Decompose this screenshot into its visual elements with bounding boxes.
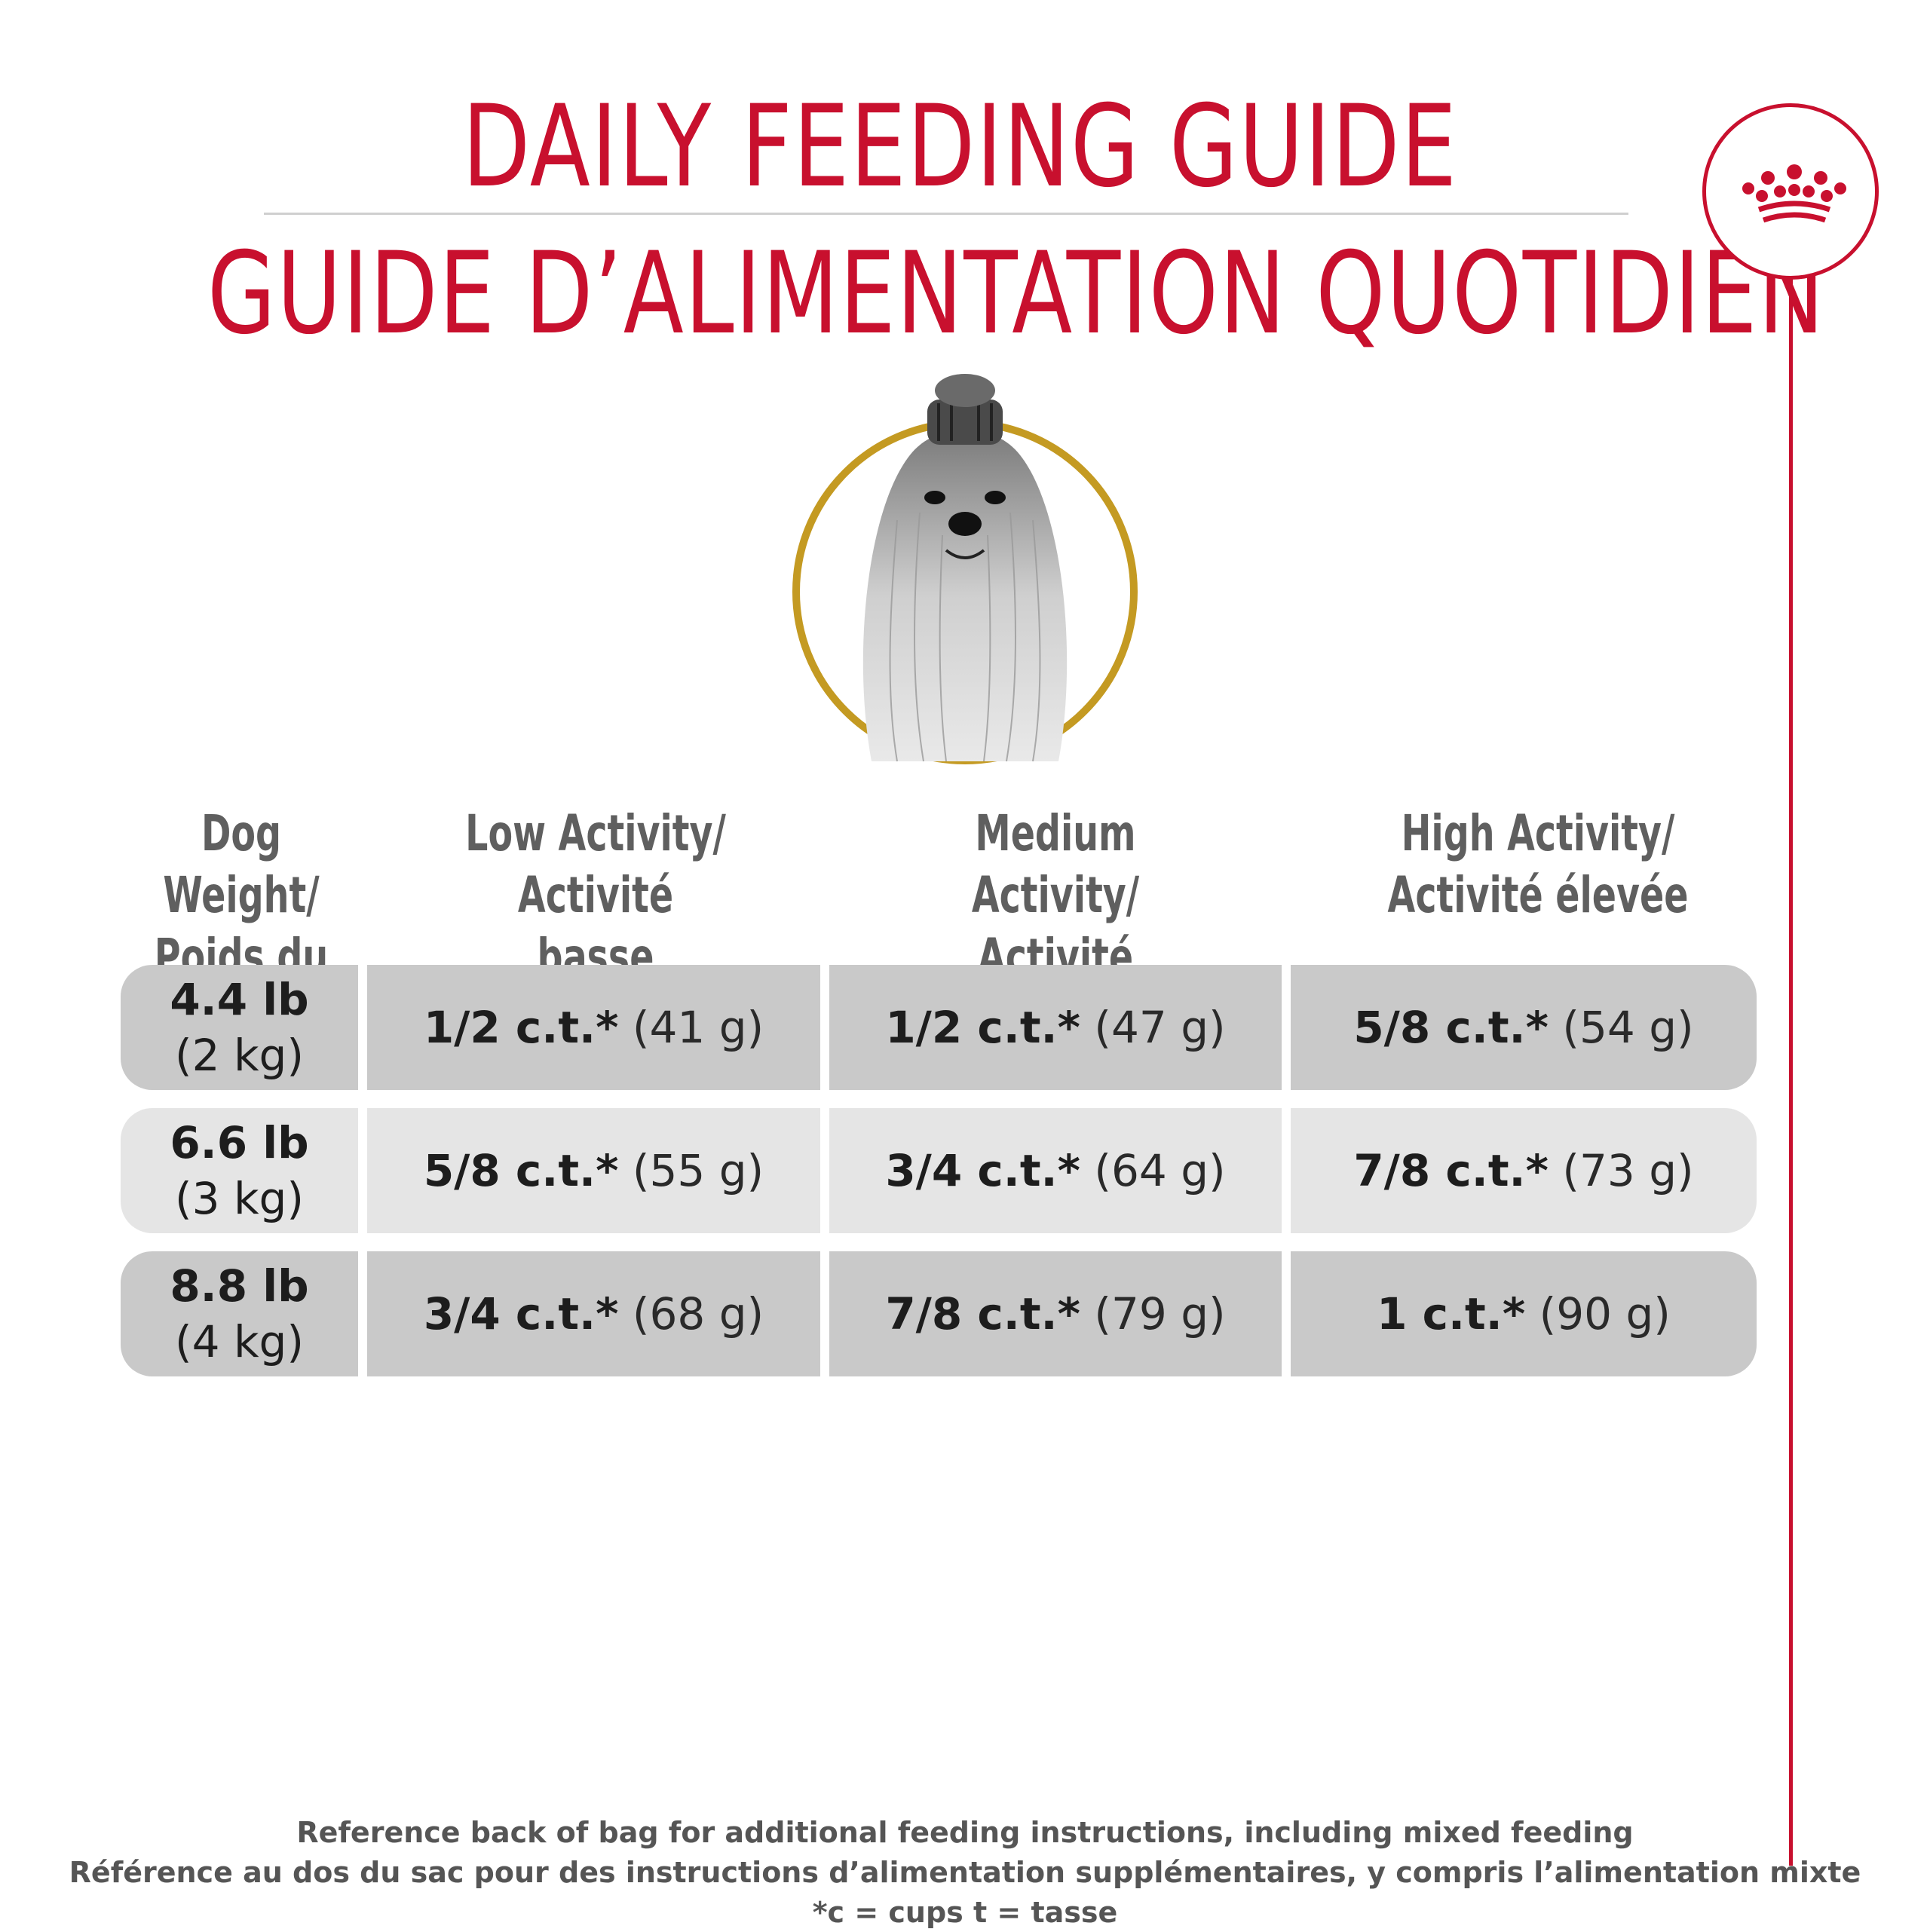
- low-activity-cell: 1/2 c.t.* (41 g): [367, 965, 820, 1090]
- cups-amount: 3/4 c.t.*: [885, 1145, 1080, 1196]
- grams-amount: (41 g): [632, 1002, 764, 1053]
- weight-kg: (2 kg): [175, 1030, 304, 1081]
- yorkshire-terrier-image: [792, 374, 1138, 764]
- weight-kg: (3 kg): [175, 1173, 304, 1224]
- cups-amount: 5/8 c.t.*: [423, 1145, 619, 1196]
- row-separator: [358, 965, 367, 1090]
- high-activity-cell: 7/8 c.t.* (73 g): [1291, 1108, 1757, 1233]
- grams-amount: (54 g): [1562, 1002, 1694, 1053]
- weight-lb: 8.8 lb: [170, 1260, 309, 1312]
- medium-activity-cell: 7/8 c.t.* (79 g): [829, 1251, 1282, 1376]
- medium-activity-cell: 3/4 c.t.* (64 g): [829, 1108, 1282, 1233]
- medium-activity-cell: 1/2 c.t.* (47 g): [829, 965, 1282, 1090]
- crown-icon: [1742, 164, 1846, 223]
- cups-amount: 7/8 c.t.*: [1353, 1145, 1549, 1196]
- grams-amount: (79 g): [1094, 1288, 1226, 1340]
- column-header-high-en: High Activity/: [1401, 804, 1675, 862]
- brand-vertical-line: [1789, 279, 1793, 1866]
- row-separator: [1282, 1251, 1291, 1376]
- column-header-weight-en: Dog Weight/: [163, 804, 320, 924]
- table-row: [121, 1251, 1757, 1376]
- footnote-english: Reference back of bag for additional fee…: [296, 1816, 1634, 1849]
- row-separator: [358, 1251, 367, 1376]
- title-english: DAILY FEEDING GUIDE: [462, 81, 1458, 213]
- grams-amount: (55 g): [632, 1145, 764, 1196]
- weight-cell: 4.4 lb (2 kg): [121, 965, 358, 1090]
- row-separator: [1282, 965, 1291, 1090]
- grams-amount: (68 g): [632, 1288, 764, 1340]
- weight-lb: 4.4 lb: [170, 974, 309, 1025]
- low-activity-cell: 5/8 c.t.* (55 g): [367, 1108, 820, 1233]
- low-activity-cell: 3/4 c.t.* (68 g): [367, 1251, 820, 1376]
- row-separator: [358, 1108, 367, 1233]
- title-french: GUIDE D’ALIMENTATION QUOTIDIEN: [207, 228, 1826, 360]
- row-separator: [1282, 1108, 1291, 1233]
- grams-amount: (90 g): [1539, 1288, 1671, 1340]
- grams-amount: (47 g): [1094, 1002, 1226, 1053]
- cups-amount: 3/4 c.t.*: [423, 1288, 619, 1340]
- table-row: [121, 1108, 1757, 1233]
- title-divider: [264, 213, 1628, 215]
- table-row: [121, 965, 1757, 1090]
- column-header-high-fr: Activité élevée: [1387, 866, 1689, 924]
- footnote-french: Référence au dos du sac pour des instruc…: [69, 1856, 1861, 1889]
- grams-amount: (73 g): [1562, 1145, 1694, 1196]
- brand-logo: [1702, 103, 1879, 280]
- cups-amount: 5/8 c.t.*: [1353, 1002, 1549, 1053]
- dog-portrait: [784, 369, 1146, 769]
- column-header-high: High Activity/ Activité élevée: [1386, 803, 1690, 926]
- row-separator: [820, 965, 829, 1090]
- high-activity-cell: 1 c.t.* (90 g): [1291, 1251, 1757, 1376]
- weight-kg: (4 kg): [175, 1316, 304, 1367]
- column-header-low-en: Low Activity/: [465, 804, 726, 862]
- row-separator: [820, 1108, 829, 1233]
- cups-amount: 7/8 c.t.*: [885, 1288, 1080, 1340]
- row-separator: [820, 1251, 829, 1376]
- weight-cell: 6.6 lb (3 kg): [121, 1108, 358, 1233]
- footnote-units: *c = cups t = tasse: [812, 1896, 1118, 1929]
- cups-amount: 1/2 c.t.*: [423, 1002, 619, 1053]
- high-activity-cell: 5/8 c.t.* (54 g): [1291, 965, 1757, 1090]
- column-header-low: Low Activity/ Activité basse: [460, 803, 731, 988]
- grams-amount: (64 g): [1094, 1145, 1226, 1196]
- weight-cell: 8.8 lb (4 kg): [121, 1251, 358, 1376]
- column-header-medium-en: Medium Activity/: [971, 804, 1140, 924]
- cups-amount: 1 c.t.*: [1377, 1288, 1526, 1340]
- cups-amount: 1/2 c.t.*: [885, 1002, 1080, 1053]
- weight-lb: 6.6 lb: [170, 1117, 309, 1168]
